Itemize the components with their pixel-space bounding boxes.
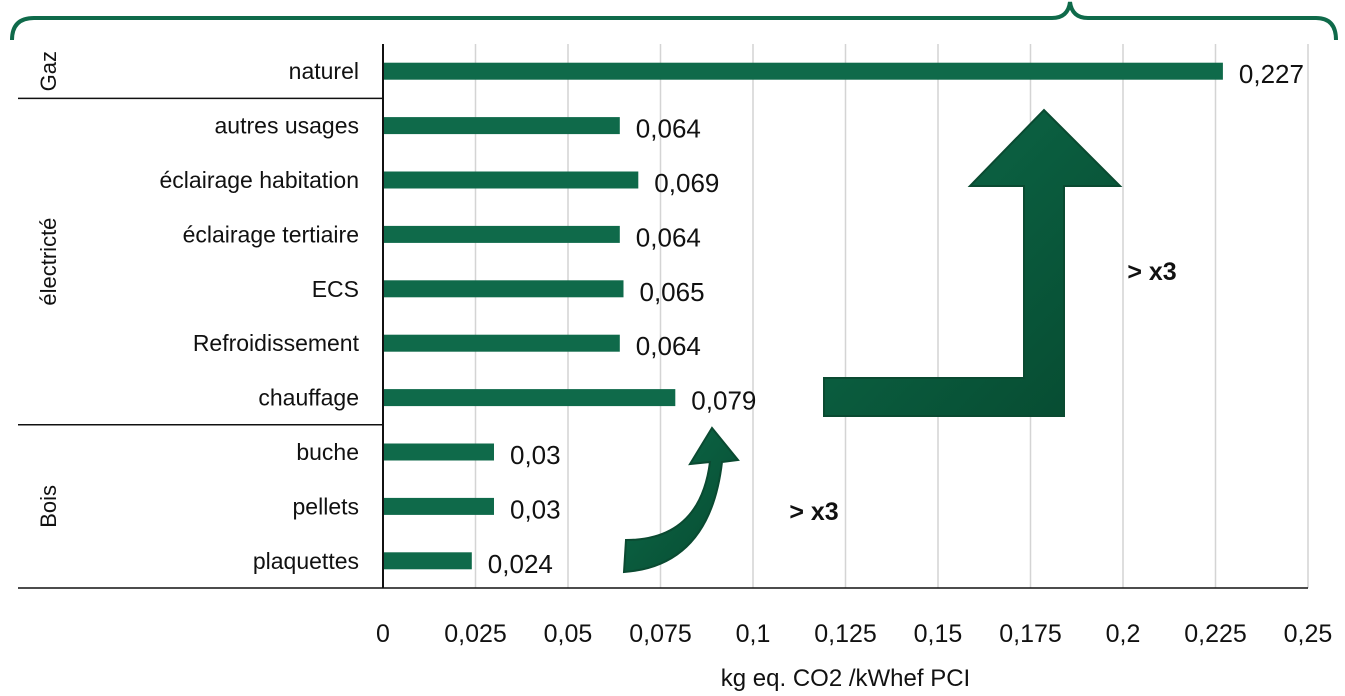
data-label: 0,064 [636,222,701,252]
category-label: éclairage tertiaire [183,221,359,247]
bar [383,443,494,461]
x-tick-label: 0,25 [1284,620,1333,648]
data-label: 0,069 [654,168,719,198]
group-label: Gaz [36,51,61,91]
data-label: 0,024 [488,549,553,579]
bar [383,117,620,135]
data-label: 0,03 [510,494,561,524]
category-label: pellets [293,493,359,519]
x-tick-label: 0,175 [999,620,1062,648]
category-label: naturel [289,58,359,84]
bar [383,171,639,189]
data-label: 0,064 [636,331,701,361]
bar [383,225,620,243]
bar [383,389,676,407]
x-tick-label: 0,225 [1184,620,1247,648]
data-label: 0,079 [691,386,756,416]
data-label: 0,03 [510,440,561,470]
category-label: chauffage [258,385,359,411]
bar [383,62,1223,80]
x-tick-label: 0,125 [814,620,877,648]
x-tick-label: 0,025 [444,620,507,648]
bar [383,280,624,298]
category-label: autres usages [215,113,359,139]
x-axis-title: kg eq. CO2 /kWhef PCI [721,665,970,692]
big-up-arrow [823,108,1123,417]
category-label: plaquettes [253,548,359,574]
x-tick-label: 0,075 [629,620,692,648]
x-tick-label: 0 [376,620,390,648]
data-label: 0,227 [1239,59,1304,89]
bar [383,552,472,570]
annotation-label: > x3 [1127,258,1176,286]
bar [383,334,620,352]
annotation-label: > x3 [789,498,838,526]
x-tick-label: 0,2 [1106,620,1141,648]
group-label: Bois [36,485,61,528]
category-label: éclairage habitation [160,167,359,193]
top-brace [10,1,1338,41]
bar [383,497,494,515]
group-label: électricté [36,218,61,306]
curved-up-arrow [622,426,740,574]
x-tick-label: 0,1 [736,620,771,648]
x-tick-label: 0,05 [544,620,593,648]
data-label: 0,064 [636,114,701,144]
category-label: buche [296,439,359,465]
data-label: 0,065 [640,277,705,307]
x-tick-label: 0,15 [914,620,963,648]
category-label: Refroidissement [193,330,360,356]
category-label: ECS [312,276,359,302]
